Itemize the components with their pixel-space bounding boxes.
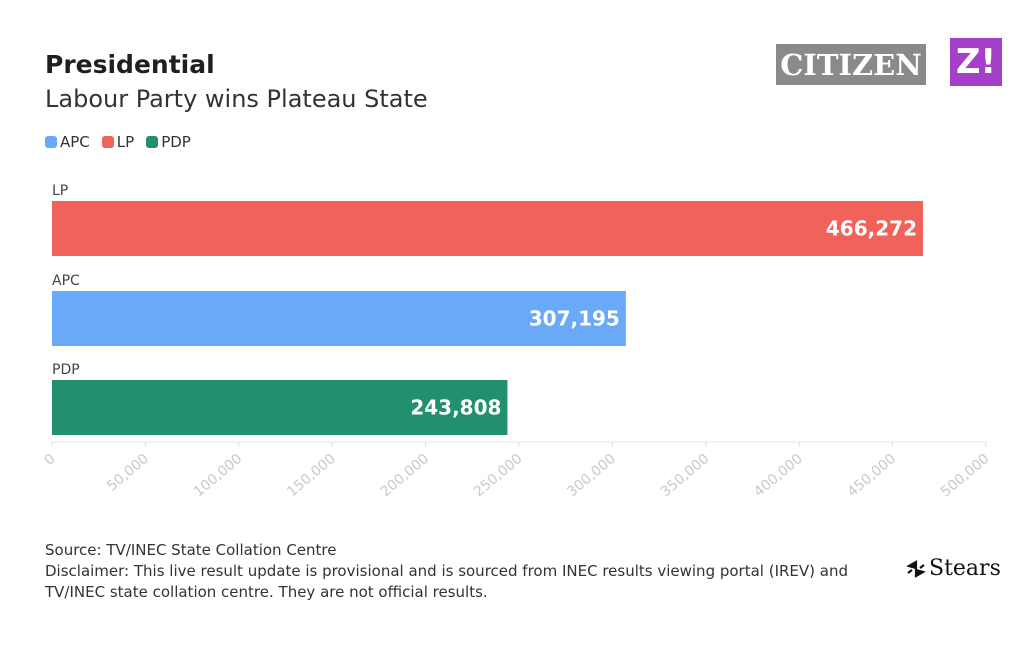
stears-logo-text: Stears	[929, 556, 1001, 581]
legend-swatch-apc	[45, 136, 57, 148]
legend-item-pdp: PDP	[146, 133, 191, 151]
legend-label-apc: APC	[60, 133, 90, 151]
category-label-apc: APC	[52, 273, 80, 289]
x-tick-label: 500,000	[938, 451, 993, 500]
legend-label-lp: LP	[116, 133, 135, 151]
disclaimer-text: Disclaimer: This live result update is p…	[45, 562, 849, 601]
legend-swatch-pdp	[146, 136, 159, 148]
x-tick-label: 400,000	[751, 451, 806, 500]
bar-value-label-pdp: 243,808	[410, 396, 501, 420]
category-label-lp: LP	[52, 183, 68, 199]
x-tick-label: 0	[41, 451, 58, 469]
x-tick-label: 150,000	[284, 451, 339, 500]
x-tick-label: 200,000	[378, 451, 433, 500]
bar-pdp	[52, 380, 508, 435]
x-tick-label: 300,000	[564, 451, 619, 500]
legend-swatch-lp	[101, 136, 114, 148]
category-label-pdp: PDP	[52, 362, 80, 378]
legend: APC LP PDP	[45, 133, 191, 151]
bar-value-label-apc: 307,195	[529, 307, 620, 331]
bar-lp	[52, 201, 923, 256]
chart-title: Presidential	[45, 50, 215, 79]
stears-mark-icon	[906, 559, 926, 578]
citizen-logo: CITIZEN	[776, 44, 926, 85]
legend-label-pdp: PDP	[161, 133, 191, 151]
bar-value-label-lp: 466,272	[826, 217, 917, 241]
x-tick-label: 350,000	[658, 451, 713, 500]
source-note: Source: TV/INEC State Collation Centre D…	[45, 540, 905, 603]
source-text: Source: TV/INEC State Collation Centre	[45, 541, 337, 559]
stears-logo: Stears	[905, 556, 1001, 581]
x-tick-label: 250,000	[471, 451, 526, 500]
z-logo: Z!	[950, 38, 1002, 86]
bar-apc	[52, 291, 626, 346]
x-tick-label: 50,000	[104, 451, 152, 495]
legend-item-lp: LP	[101, 133, 135, 151]
legend-item-apc: APC	[45, 133, 90, 151]
chart-subtitle: Labour Party wins Plateau State	[45, 85, 428, 113]
x-tick-label: 450,000	[845, 451, 900, 500]
x-tick-label: 100,000	[191, 451, 246, 500]
bar-chart: LP 466,272 APC 307,195 PDP 243,808 0 50,000 100,…	[41, 183, 993, 500]
